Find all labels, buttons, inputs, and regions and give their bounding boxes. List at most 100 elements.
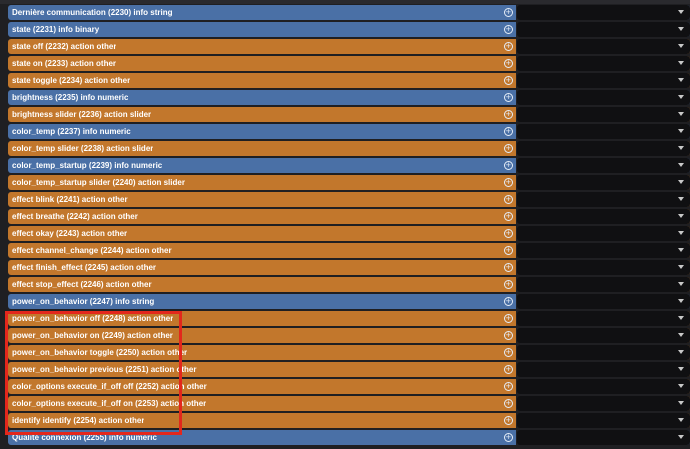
plus-circle-icon[interactable]: +: [503, 297, 513, 306]
command-bar[interactable]: color_temp_startup slider (2240) action …: [8, 175, 516, 190]
chevron-down-icon: [678, 333, 685, 337]
command-select[interactable]: [516, 209, 690, 224]
command-select[interactable]: [516, 294, 690, 309]
command-bar[interactable]: effect breathe (2242) action other +: [8, 209, 516, 224]
command-select[interactable]: [516, 192, 690, 207]
command-select[interactable]: [516, 328, 690, 343]
command-bar[interactable]: Dernière communication (2230) info strin…: [8, 5, 516, 20]
plus-circle-icon[interactable]: +: [503, 348, 513, 357]
command-bar[interactable]: power_on_behavior (2247) info string +: [8, 294, 516, 309]
command-row: state (2231) info binary +: [8, 22, 690, 37]
command-bar[interactable]: identify identify (2254) action other +: [8, 413, 516, 428]
command-bar[interactable]: color_temp slider (2238) action slider +: [8, 141, 516, 156]
plus-circle-icon[interactable]: +: [503, 25, 513, 34]
plus-circle-icon[interactable]: +: [503, 382, 513, 391]
command-select[interactable]: [516, 90, 690, 105]
command-bar[interactable]: effect finish_effect (2245) action other…: [8, 260, 516, 275]
command-select[interactable]: [516, 413, 690, 428]
command-bar[interactable]: state off (2232) action other +: [8, 39, 516, 54]
command-bar[interactable]: state toggle (2234) action other +: [8, 73, 516, 88]
plus-circle-icon[interactable]: +: [503, 76, 513, 85]
command-row: power_on_behavior (2247) info string +: [8, 294, 690, 309]
command-bar[interactable]: power_on_behavior toggle (2250) action o…: [8, 345, 516, 360]
command-label: state (2231) info binary: [12, 25, 100, 34]
command-bar[interactable]: Qualité connexion (2255) info numeric +: [8, 430, 516, 445]
command-select[interactable]: [516, 73, 690, 88]
command-select[interactable]: [516, 141, 690, 156]
command-bar[interactable]: effect okay (2243) action other +: [8, 226, 516, 241]
command-select[interactable]: [516, 243, 690, 258]
command-bar[interactable]: power_on_behavior previous (2251) action…: [8, 362, 516, 377]
chevron-down-icon: [678, 27, 685, 31]
chevron-down-icon: [678, 146, 685, 150]
plus-circle-icon[interactable]: +: [503, 416, 513, 425]
command-row: color_options execute_if_off on (2253) a…: [8, 396, 690, 411]
command-bar[interactable]: color_temp (2237) info numeric +: [8, 124, 516, 139]
plus-circle-icon[interactable]: +: [503, 331, 513, 340]
command-bar[interactable]: effect channel_change (2244) action othe…: [8, 243, 516, 258]
command-row: color_temp_startup (2239) info numeric +: [8, 158, 690, 173]
command-bar[interactable]: effect stop_effect (2246) action other +: [8, 277, 516, 292]
command-row: color_temp slider (2238) action slider +: [8, 141, 690, 156]
plus-circle-icon[interactable]: +: [503, 161, 513, 170]
command-select[interactable]: [516, 22, 690, 37]
chevron-down-icon: [678, 248, 685, 252]
command-select[interactable]: [516, 260, 690, 275]
command-select[interactable]: [516, 311, 690, 326]
command-select[interactable]: [516, 5, 690, 20]
plus-circle-icon[interactable]: +: [503, 263, 513, 272]
command-label: effect blink (2241) action other: [12, 195, 128, 204]
command-select[interactable]: [516, 226, 690, 241]
command-bar[interactable]: power_on_behavior off (2248) action othe…: [8, 311, 516, 326]
plus-circle-icon[interactable]: +: [503, 59, 513, 68]
command-select[interactable]: [516, 277, 690, 292]
command-bar[interactable]: state on (2233) action other +: [8, 56, 516, 71]
plus-circle-icon[interactable]: +: [503, 246, 513, 255]
command-bar[interactable]: brightness slider (2236) action slider +: [8, 107, 516, 122]
chevron-down-icon: [678, 299, 685, 303]
plus-circle-icon[interactable]: +: [503, 127, 513, 136]
command-bar[interactable]: color_options execute_if_off on (2253) a…: [8, 396, 516, 411]
command-select[interactable]: [516, 345, 690, 360]
command-select[interactable]: [516, 158, 690, 173]
plus-circle-icon[interactable]: +: [503, 365, 513, 374]
plus-circle-icon[interactable]: +: [503, 280, 513, 289]
chevron-down-icon: [678, 401, 685, 405]
command-label: effect okay (2243) action other: [12, 229, 128, 238]
plus-circle-icon[interactable]: +: [503, 229, 513, 238]
command-select[interactable]: [516, 430, 690, 445]
command-bar[interactable]: color_temp_startup (2239) info numeric +: [8, 158, 516, 173]
command-bar[interactable]: color_options execute_if_off off (2252) …: [8, 379, 516, 394]
command-select[interactable]: [516, 379, 690, 394]
plus-circle-icon[interactable]: +: [503, 144, 513, 153]
plus-circle-icon[interactable]: +: [503, 93, 513, 102]
chevron-down-icon: [678, 180, 685, 184]
chevron-down-icon: [678, 231, 685, 235]
chevron-down-icon: [678, 435, 685, 439]
command-select[interactable]: [516, 396, 690, 411]
command-select[interactable]: [516, 39, 690, 54]
command-bar[interactable]: brightness (2235) info numeric +: [8, 90, 516, 105]
command-row: color_options execute_if_off off (2252) …: [8, 379, 690, 394]
command-select[interactable]: [516, 124, 690, 139]
plus-circle-icon[interactable]: +: [503, 314, 513, 323]
command-label: effect channel_change (2244) action othe…: [12, 246, 172, 255]
command-row: color_temp (2237) info numeric +: [8, 124, 690, 139]
command-select[interactable]: [516, 56, 690, 71]
command-select[interactable]: [516, 175, 690, 190]
command-row: color_temp_startup slider (2240) action …: [8, 175, 690, 190]
plus-circle-icon[interactable]: +: [503, 433, 513, 442]
command-row: power_on_behavior previous (2251) action…: [8, 362, 690, 377]
command-bar[interactable]: state (2231) info binary +: [8, 22, 516, 37]
plus-circle-icon[interactable]: +: [503, 178, 513, 187]
plus-circle-icon[interactable]: +: [503, 110, 513, 119]
command-bar[interactable]: effect blink (2241) action other +: [8, 192, 516, 207]
plus-circle-icon[interactable]: +: [503, 399, 513, 408]
plus-circle-icon[interactable]: +: [503, 212, 513, 221]
plus-circle-icon[interactable]: +: [503, 42, 513, 51]
plus-circle-icon[interactable]: +: [503, 8, 513, 17]
command-bar[interactable]: power_on_behavior on (2249) action other…: [8, 328, 516, 343]
command-select[interactable]: [516, 362, 690, 377]
plus-circle-icon[interactable]: +: [503, 195, 513, 204]
command-select[interactable]: [516, 107, 690, 122]
